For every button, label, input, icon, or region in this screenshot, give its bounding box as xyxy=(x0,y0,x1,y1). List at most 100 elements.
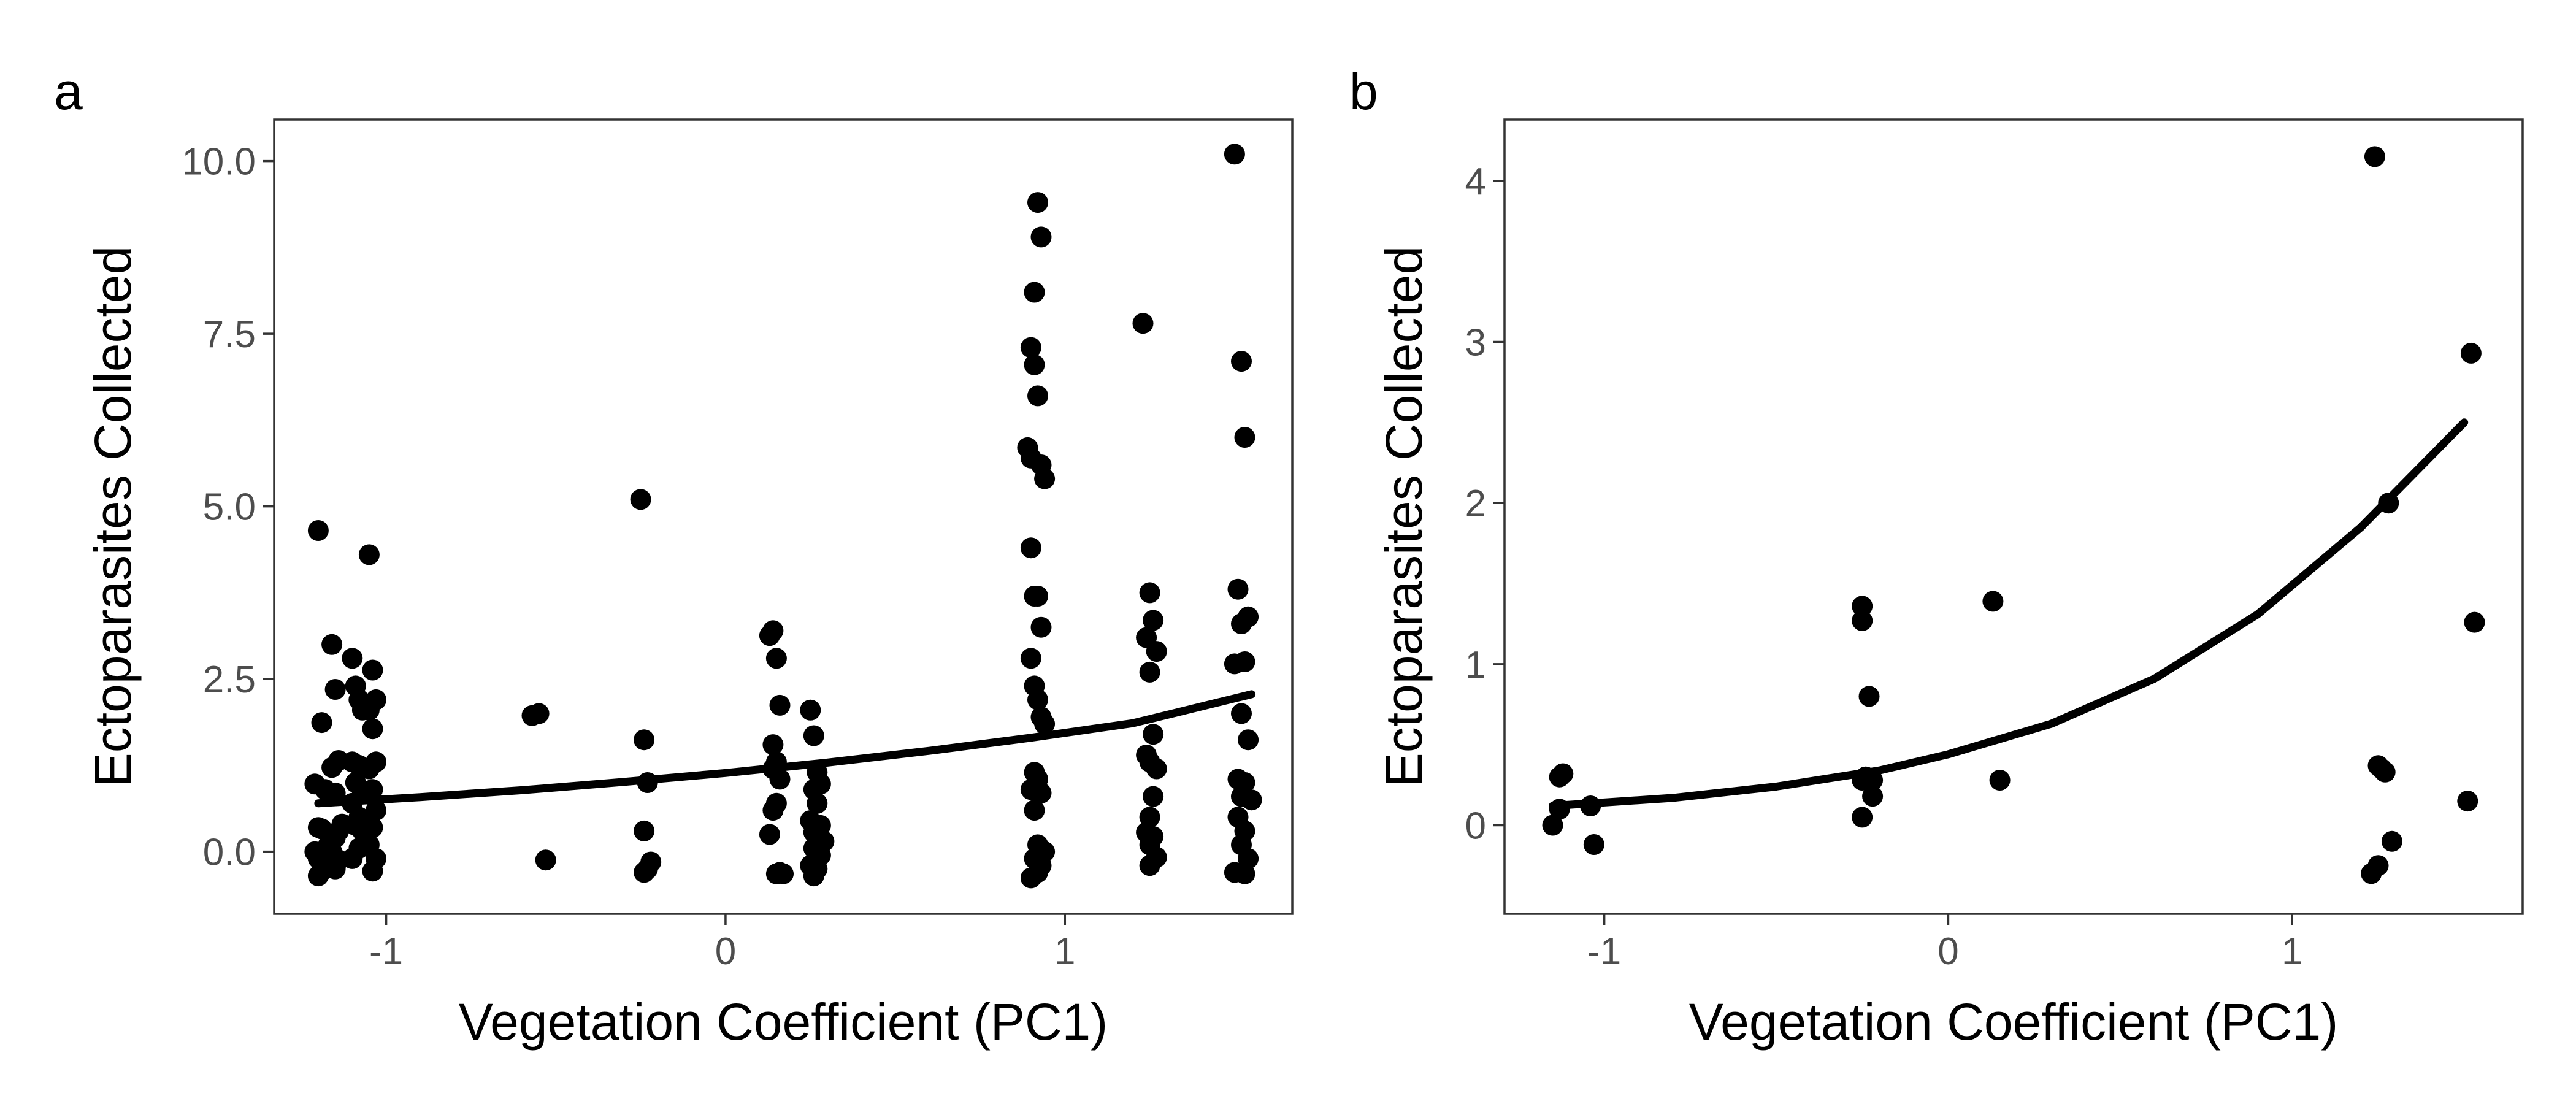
panel-b-y-tick-label: 0 xyxy=(1465,805,1486,848)
panel-a-fit-line xyxy=(314,690,1256,808)
panel-b-point xyxy=(1852,596,1873,617)
panel-a-point xyxy=(1020,337,1041,358)
panel-a-point xyxy=(769,769,791,790)
panel-a-point xyxy=(634,862,655,883)
panel-a-y-axis: 0.0 2.5 5.0 7.5 10.0 xyxy=(182,141,274,874)
panel-a-point xyxy=(1146,641,1167,662)
panel-a-point xyxy=(762,620,784,642)
panel-b-point xyxy=(1989,770,2011,791)
panel-b-point xyxy=(1852,807,1873,828)
panel-b-x-axis-title: Vegetation Coefficient (PC1) xyxy=(1689,993,2338,1051)
panel-a-point xyxy=(528,703,550,724)
panel-b-y-tick-label: 3 xyxy=(1465,321,1486,364)
panel-a-point xyxy=(535,849,556,871)
panel-a-point xyxy=(1024,282,1045,303)
panel-a-point xyxy=(773,863,794,884)
panel-a-x-tick-label: -1 xyxy=(369,930,403,973)
panel-a-point xyxy=(1227,578,1249,600)
panel-a: a -1 0 1 0.0 2.5 5.0 7.5 10.0 Vegetation Coeff… xyxy=(54,63,1294,1051)
panel-a-point xyxy=(307,865,329,887)
panel-a-point xyxy=(362,861,383,882)
panel-a-point xyxy=(1139,582,1160,604)
panel-b-y-axis: 0 1 2 3 4 xyxy=(1465,161,1505,848)
panel-b-y-axis-title: Ectoparasites Collected xyxy=(1375,246,1433,787)
panel-a-point xyxy=(1020,648,1041,669)
panel-b-point xyxy=(1862,786,1884,807)
panel-b-point xyxy=(1852,610,1873,631)
panel-a-y-tick-label: 5.0 xyxy=(203,486,256,529)
panel-b-y-tick-label: 1 xyxy=(1465,644,1486,686)
panel-a-point xyxy=(362,718,383,740)
panel-a-point xyxy=(1027,586,1048,607)
panel-a-point xyxy=(762,800,784,821)
panel-b-y-tick-label: 2 xyxy=(1465,483,1486,525)
panel-b-point xyxy=(2364,146,2385,167)
panel-b-point xyxy=(2381,830,2402,852)
panel-a-point xyxy=(803,865,824,887)
panel-a-point xyxy=(1231,613,1252,634)
panel-b-x-tick-label: 1 xyxy=(2282,930,2302,973)
panel-a-point xyxy=(362,779,383,800)
panel-a-y-tick-label: 10.0 xyxy=(182,141,256,183)
panel-b-point xyxy=(1542,815,1563,836)
panel-a-point xyxy=(1027,192,1048,213)
panel-a-x-tick-label: 0 xyxy=(715,930,736,973)
panel-b-fit-line xyxy=(1549,418,2469,810)
panel-b-point xyxy=(1583,834,1604,855)
panel-a-point xyxy=(1234,427,1255,448)
panel-a-point xyxy=(1030,226,1052,248)
panel-a-point xyxy=(769,694,791,716)
panel-a-point xyxy=(1231,351,1252,372)
panel-a-point xyxy=(634,729,655,751)
panel-a-point xyxy=(324,858,346,880)
panel-b-point xyxy=(2361,863,2382,884)
panel-a-point xyxy=(1024,800,1045,821)
panel-a-point xyxy=(634,820,655,841)
panel-a-label: a xyxy=(54,63,83,120)
panel-a-point xyxy=(762,734,784,756)
panel-a-x-tick-label: 1 xyxy=(1054,930,1075,973)
panel-a-point xyxy=(1241,789,1262,811)
panel-b-x-tick-label: 0 xyxy=(1938,930,1958,973)
panel-a-y-tick-label: 2.5 xyxy=(203,659,256,701)
panel-a-point xyxy=(800,699,821,721)
panel-a-point xyxy=(1024,354,1045,375)
panel-a-point xyxy=(1238,729,1259,751)
panel-b-label: b xyxy=(1349,63,1378,120)
panel-b-point xyxy=(1982,591,2004,612)
panel-a-point xyxy=(1030,782,1052,803)
panel-a-point xyxy=(1143,724,1164,745)
panel-a-point xyxy=(1030,616,1052,638)
panel-a-point xyxy=(803,725,824,746)
panel-b-point xyxy=(2374,761,2396,783)
panel-a-point xyxy=(1034,468,1056,489)
panel-a-point xyxy=(358,699,380,721)
panel-a-point xyxy=(807,792,828,814)
panel-b-point xyxy=(1549,766,1570,788)
panel-a-point xyxy=(1139,855,1160,876)
panel-b-point xyxy=(2460,342,2482,364)
panel-a-point xyxy=(358,544,380,565)
panel-b-x-tick-label: -1 xyxy=(1587,930,1621,973)
panel-a-point xyxy=(630,489,651,510)
panel-a-point xyxy=(1231,703,1252,724)
panel-b-plot-area xyxy=(1503,118,2524,915)
panel-a-point xyxy=(1143,786,1164,807)
panel-a-point xyxy=(311,712,332,734)
panel-a-point xyxy=(1143,610,1164,631)
panel-a-x-axis: -1 0 1 xyxy=(369,914,1076,973)
panel-a-point xyxy=(1027,385,1048,407)
panel-b-point xyxy=(2464,611,2485,633)
panel-a-point xyxy=(358,758,380,780)
panel-b-y-tick-label: 4 xyxy=(1465,161,1486,203)
panel-a-point xyxy=(366,800,386,821)
panel-b-point xyxy=(2457,791,2478,812)
panel-b-point xyxy=(1858,686,1880,707)
panel-a-point xyxy=(1034,713,1056,735)
panel-a-point xyxy=(759,824,780,845)
panel-a-point xyxy=(321,757,343,778)
panel-a-point xyxy=(1224,144,1245,165)
panel-a-point xyxy=(1234,863,1255,884)
panel-b-x-axis: -1 0 1 xyxy=(1587,914,2302,973)
